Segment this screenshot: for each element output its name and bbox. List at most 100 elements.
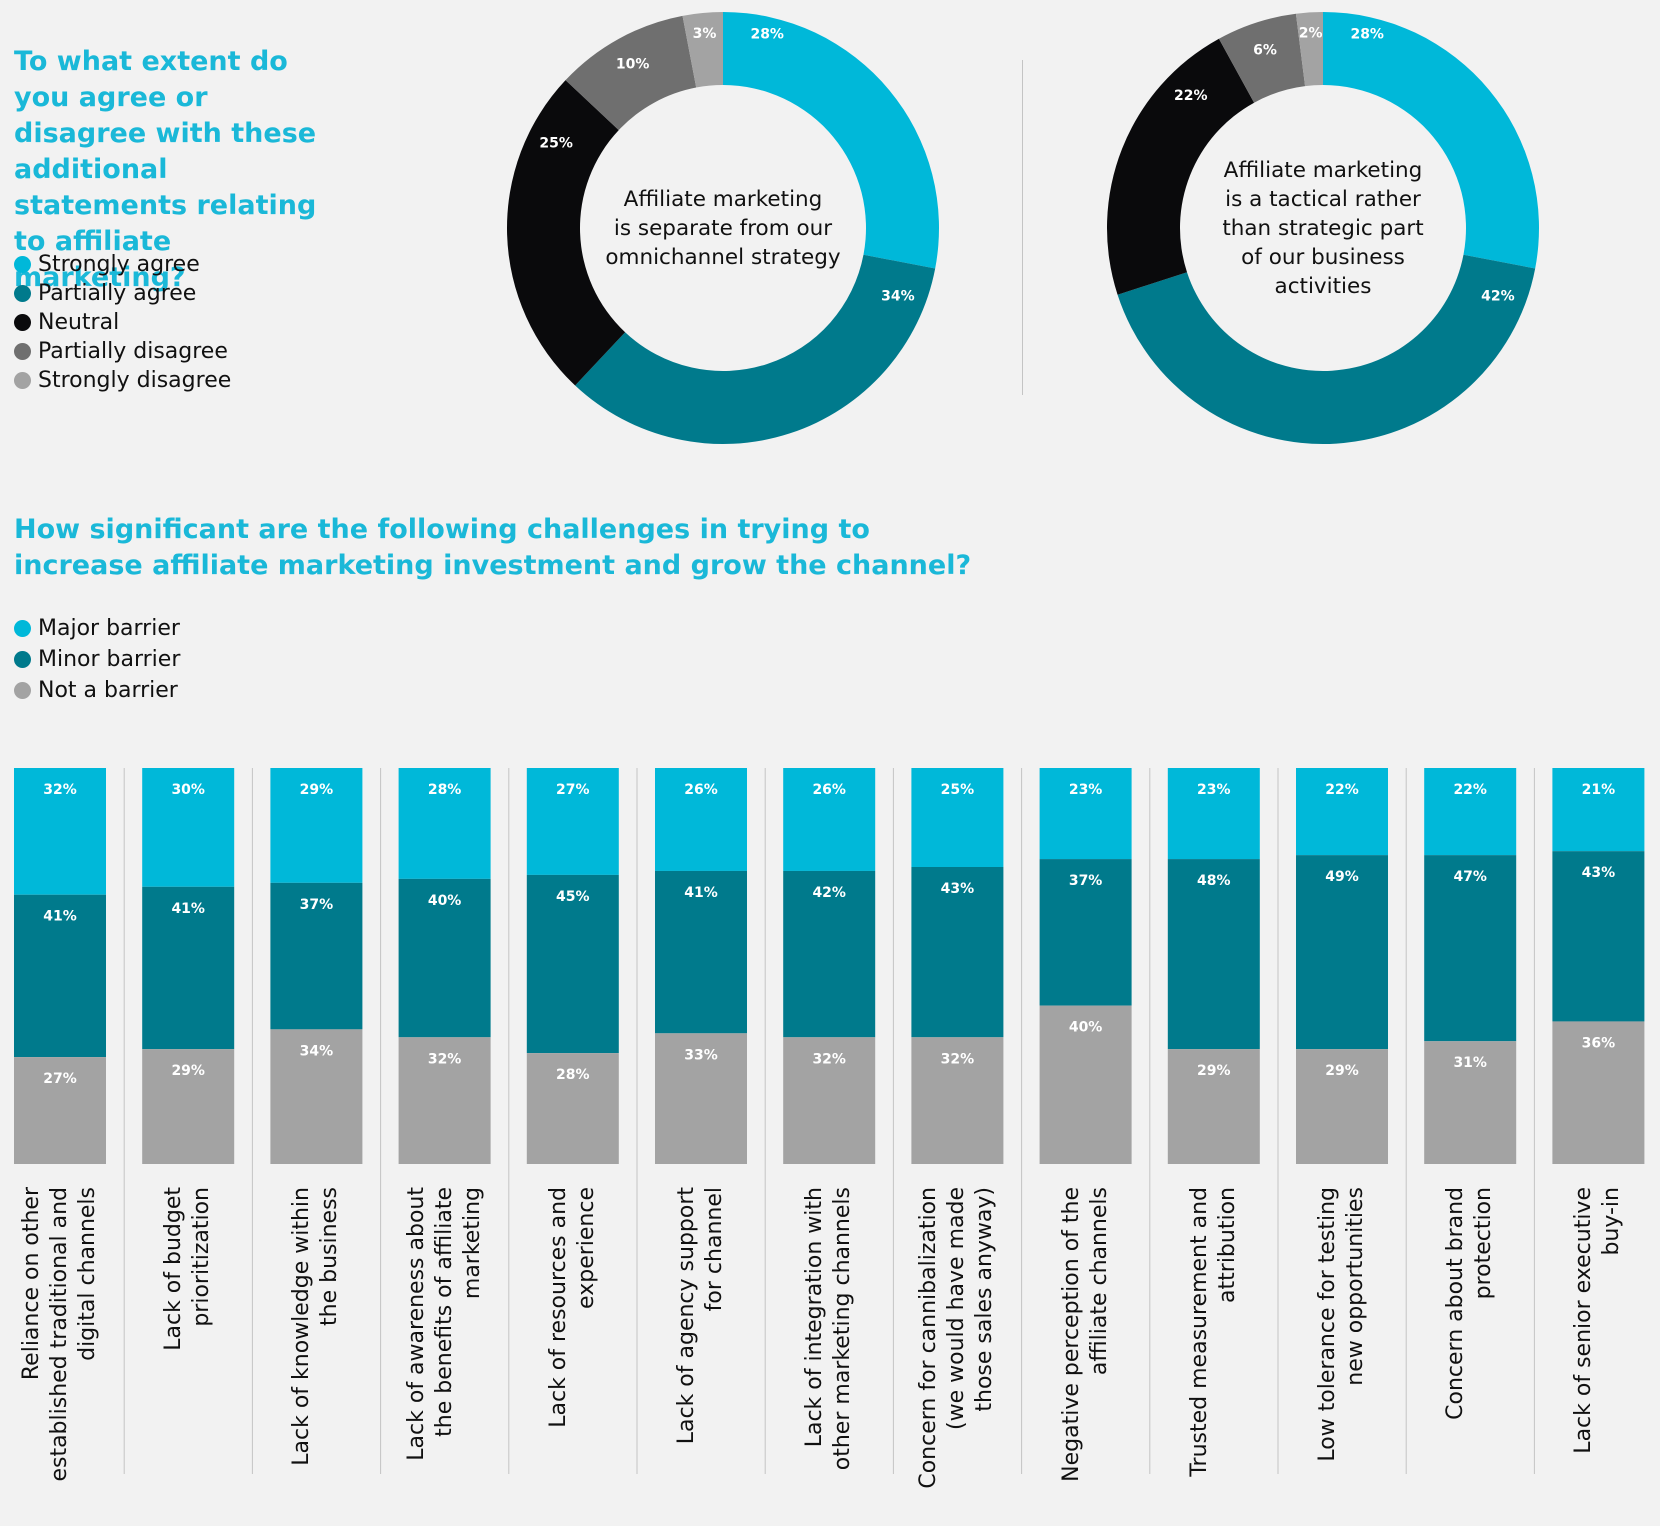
bar-stack-4: 28% 40% 32% — [398, 768, 491, 1164]
donut-value-label: 22% — [1174, 88, 1208, 104]
bar-value-label: 34% — [300, 1043, 334, 1059]
bar-stack-1: 32% 41% 27% — [14, 768, 106, 1164]
bar-stack-10: 23% 48% 29% — [1167, 768, 1260, 1164]
bar-stack-2: 30% 41% 29% — [142, 768, 235, 1164]
legend-label: Minor barrier — [38, 647, 181, 672]
donut-chart-1: 28% 34% 25% 10% 3% — [507, 12, 939, 445]
bar-segment-minor-barrier — [270, 882, 363, 1030]
bar-stack-13: 21% 43% 36% — [1552, 768, 1645, 1164]
bar-segment-major-barrier — [270, 768, 363, 883]
bar-value-label: 41% — [684, 885, 718, 901]
donut-value-label: 34% — [881, 289, 915, 305]
bar-segment-minor-barrier — [1424, 855, 1517, 1042]
bar-segment-not-a-barrier — [270, 1029, 363, 1164]
bar-category-label: Lack of knowledge within the business — [289, 1187, 343, 1466]
donut-value-label: 28% — [1350, 26, 1384, 42]
bar-segment-minor-barrier — [911, 867, 1004, 1038]
donut-value-label: 3% — [693, 26, 717, 42]
bar-stack-8: 25% 43% 32% — [911, 768, 1004, 1164]
legend-label: Neutral — [38, 310, 120, 335]
bar-segment-major-barrier — [783, 768, 876, 871]
donut-center-text: Affiliate marketing is a tactical rather… — [1222, 157, 1424, 299]
bar-stack-9: 23% 37% 40% — [1039, 768, 1132, 1164]
bar-value-label: 43% — [1582, 865, 1616, 881]
bar-value-label: 48% — [1197, 873, 1231, 889]
donut-slice-neutral — [1107, 38, 1255, 295]
bar-category-label: Reliance on other established traditiona… — [19, 1187, 100, 1482]
bar-value-label: 41% — [171, 901, 205, 917]
legend-item-strongly-disagree: Strongly disagree — [14, 366, 231, 395]
donut-slice-partially-disagree — [1218, 13, 1306, 103]
bar-value-label: 40% — [1069, 1020, 1103, 1036]
bar-segment-not-a-barrier — [1039, 1005, 1132, 1164]
bar-category-label: Lack of integration with other marketing… — [802, 1187, 856, 1471]
bar-segment-not-a-barrier — [655, 1033, 747, 1164]
bar-segment-major-barrier — [142, 768, 235, 887]
legend-label: Partially agree — [38, 281, 197, 306]
bar-value-label: 26% — [812, 782, 846, 798]
donut-chart-2: 28% 42% 22% 6% 2% — [1107, 12, 1539, 445]
legend-swatch — [14, 256, 31, 273]
bar-category-label: Lack of budget prioritization — [161, 1187, 215, 1351]
bar-segment-not-a-barrier — [526, 1053, 619, 1164]
donut-value-label: 2% — [1299, 25, 1323, 41]
legend-item-minor-barrier: Minor barrier — [14, 644, 180, 675]
bar-segment-minor-barrier — [398, 878, 491, 1038]
bar-value-label: 42% — [812, 885, 846, 901]
bar-value-label: 32% — [941, 1051, 975, 1067]
bar-category-label: Concern for cannibalization (we would ha… — [916, 1187, 998, 1489]
bar-stack-5: 27% 45% 28% — [526, 768, 619, 1164]
bar-value-label: 22% — [1453, 782, 1487, 798]
bar-segment-major-barrier — [398, 768, 491, 879]
donut-slice-strongly-agree — [1323, 12, 1539, 269]
bar-category-label: Lack of awareness about the benefits of … — [403, 1187, 485, 1461]
donut-section-title: To what extent do you agree or disagree … — [14, 46, 317, 293]
legend-item-partially-disagree: Partially disagree — [14, 337, 231, 366]
bar-value-label: 31% — [1453, 1055, 1487, 1071]
bar-segment-major-barrier — [911, 768, 1004, 867]
bar-segment-minor-barrier — [1167, 859, 1260, 1050]
bar-stack-6: 26% 41% 33% — [655, 768, 747, 1164]
bar-value-label: 22% — [1325, 782, 1359, 798]
bar-segment-major-barrier — [1039, 768, 1132, 860]
bar-value-label: 27% — [556, 782, 590, 798]
bar-value-label: 45% — [556, 889, 590, 905]
bar-segment-minor-barrier — [655, 870, 747, 1034]
legend-label: Strongly agree — [38, 252, 200, 277]
legend-swatch — [14, 682, 31, 699]
legend-item-neutral: Neutral — [14, 308, 231, 337]
bar-value-label: 36% — [1582, 1035, 1616, 1051]
bar-segment-minor-barrier — [526, 874, 619, 1054]
bar-segment-minor-barrier — [142, 886, 235, 1050]
legend-item-major-barrier: Major barrier — [14, 613, 180, 644]
donut-slice-partially-disagree — [565, 15, 697, 131]
bar-segment-major-barrier — [1296, 768, 1388, 856]
bar-value-label: 21% — [1582, 782, 1616, 798]
bar-stack-7: 26% 42% 32% — [783, 768, 876, 1164]
legend-swatch — [14, 285, 31, 302]
bar-legend: Major barrier Minor barrier Not a barrier — [14, 613, 180, 706]
bar-stack-3: 29% 37% 34% — [270, 768, 363, 1164]
bar-value-label: 23% — [1069, 782, 1103, 798]
donut-value-label: 42% — [1481, 289, 1515, 305]
bar-value-label: 43% — [941, 881, 975, 897]
legend-swatch — [14, 343, 31, 360]
legend-label: Partially disagree — [38, 339, 228, 364]
bar-value-label: 30% — [171, 782, 205, 798]
bar-segment-major-barrier — [14, 768, 106, 895]
bar-segment-major-barrier — [655, 768, 747, 871]
bar-segment-minor-barrier — [1039, 859, 1132, 1006]
bar-value-label: 29% — [1325, 1063, 1359, 1079]
bar-value-label: 37% — [300, 897, 334, 913]
bar-category-label: Lack of resources and experience — [545, 1187, 599, 1428]
donut-center-text: Affiliate marketing is separate from our… — [605, 186, 841, 270]
bar-value-label: 33% — [684, 1047, 718, 1063]
donut-charts: 28% 34% 25% 10% 3% 28% 42% 22% 6% 2% — [507, 12, 1539, 445]
bar-stack-11: 22% 49% 29% — [1296, 768, 1388, 1164]
bar-value-label: 28% — [556, 1067, 590, 1083]
stacked-bar-chart: 32% 41% 27% 30% 41% 29% 29% 37% 34% 28% 40% 32% 27% 4… — [14, 768, 1645, 1474]
bar-segment-not-a-barrier — [14, 1057, 106, 1164]
bar-value-label: 37% — [1069, 873, 1103, 889]
bar-segment-not-a-barrier — [142, 1049, 235, 1164]
bar-category-label: Low tolerance for testing new opportunit… — [1315, 1187, 1368, 1462]
